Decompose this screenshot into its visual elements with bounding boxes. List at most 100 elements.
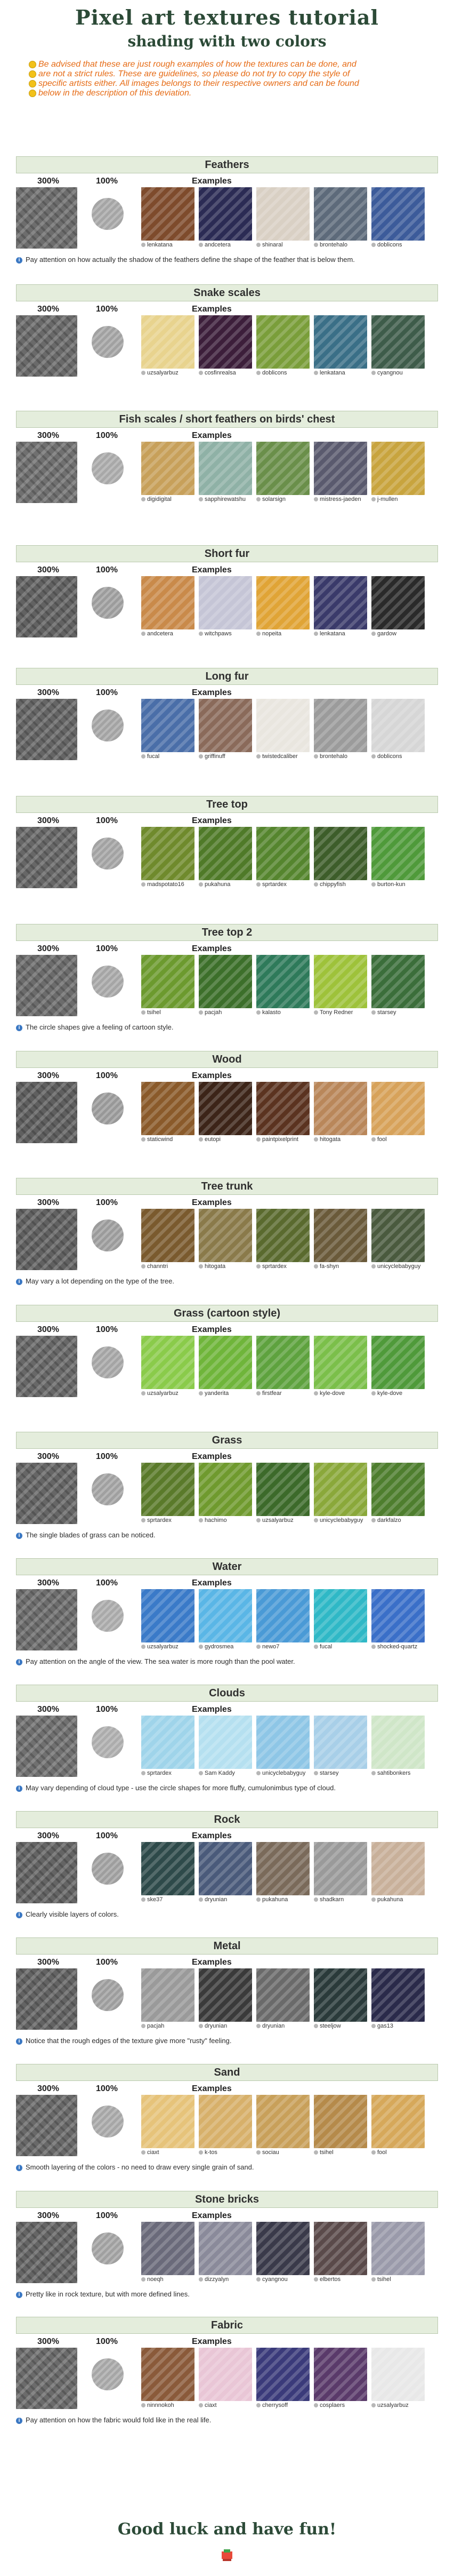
example-image: ciaxt xyxy=(199,2348,252,2409)
texture-100-percent xyxy=(92,966,124,998)
example-image: ciaxt xyxy=(141,2095,194,2156)
example-image: brontehalo xyxy=(314,187,367,249)
example-image: kyle-dove xyxy=(314,1336,367,1397)
example-image: noeqh xyxy=(141,2222,194,2283)
artist-credit: chippyfish xyxy=(314,881,367,888)
example-image: tsihel xyxy=(141,955,194,1016)
artist-credit: tsihel xyxy=(141,1009,194,1016)
artist-credit: doblicons xyxy=(256,370,310,377)
example-swatch xyxy=(371,442,425,495)
example-image: dizzyalyn xyxy=(199,2222,252,2283)
example-image: fucal xyxy=(141,699,194,760)
artist-credit: hitogata xyxy=(314,1136,367,1143)
example-image: pukahuna xyxy=(256,1842,310,1903)
artist-credit: noeqh xyxy=(141,2276,194,2283)
texture-300-percent xyxy=(16,1336,77,1397)
info-icon: i xyxy=(16,1658,22,1665)
label-examples: Examples xyxy=(192,1705,232,1714)
artist-credit: fool xyxy=(371,1136,425,1143)
warning-icon xyxy=(29,80,36,87)
texture-100-percent xyxy=(92,2232,124,2264)
example-image: shinaral xyxy=(256,187,310,249)
section-title: Rock xyxy=(16,1811,438,1828)
texture-300-percent xyxy=(16,1209,77,1270)
section-feathers: Feathers 300% 100% Examples lenkatana andcete… xyxy=(0,156,454,279)
label-examples: Examples xyxy=(192,816,232,825)
label-100-percent: 100% xyxy=(96,305,118,314)
section-title: Short fur xyxy=(16,545,438,562)
texture-300-percent xyxy=(16,827,77,888)
example-swatch xyxy=(314,1336,367,1389)
example-swatch xyxy=(141,1842,194,1895)
texture-100-percent xyxy=(92,452,124,484)
artist-credit: dryunian xyxy=(256,2023,310,2030)
example-swatch xyxy=(199,2222,252,2275)
example-image: Tony Redner xyxy=(314,955,367,1016)
example-image: pukahuna xyxy=(199,827,252,888)
example-image: uzsalyarbuz xyxy=(141,1589,194,1650)
example-image: unicyclebabyguy xyxy=(314,1463,367,1524)
example-image: madspotato16 xyxy=(141,827,194,888)
disclaimer-line: Be advised that these are just rough exa… xyxy=(29,60,443,69)
label-examples: Examples xyxy=(192,2211,232,2220)
artist-credit: tsihel xyxy=(314,2149,367,2156)
example-swatch xyxy=(371,1968,425,2022)
page-title: Pixel art textures tutorial xyxy=(75,5,379,29)
artist-credit: shocked-quartz xyxy=(371,1644,425,1650)
section-note: i Pay attention on how the fabric would f… xyxy=(16,2416,211,2424)
texture-300-percent xyxy=(16,576,77,637)
example-image: ske37 xyxy=(141,1842,194,1903)
example-image: eutopi xyxy=(199,1082,252,1143)
example-image: sprtardex xyxy=(141,1716,194,1777)
artist-credit: burton-kun xyxy=(371,881,425,888)
example-image: Sam Kaddy xyxy=(199,1716,252,1777)
section-note: i Pay attention on the angle of the view.… xyxy=(16,1657,295,1665)
example-swatch xyxy=(314,2348,367,2401)
example-swatch xyxy=(314,1082,367,1135)
label-examples: Examples xyxy=(192,1325,232,1334)
info-icon: i xyxy=(16,1278,22,1285)
info-icon: i xyxy=(16,2038,22,2045)
section-wood: Wood 300% 100% Examples staticwind eutopi pain… xyxy=(0,1051,454,1174)
label-examples: Examples xyxy=(192,944,232,953)
label-300-percent: 300% xyxy=(37,2337,59,2346)
artist-credit: cherrysoff xyxy=(256,2402,310,2409)
example-swatch xyxy=(371,576,425,629)
texture-300-percent xyxy=(16,315,77,377)
example-image: shocked-quartz xyxy=(371,1589,425,1650)
example-swatch xyxy=(141,1082,194,1135)
label-examples: Examples xyxy=(192,1452,232,1461)
example-swatch xyxy=(141,827,194,880)
texture-300-percent xyxy=(16,955,77,1016)
note-text: Pay attention on how actually the shadow… xyxy=(26,256,355,264)
example-swatch xyxy=(256,2222,310,2275)
example-image: witchpaws xyxy=(199,576,252,637)
note-text: The circle shapes give a feeling of cart… xyxy=(26,1023,174,1031)
example-swatch xyxy=(141,2222,194,2275)
example-image: cyangnou xyxy=(371,315,425,377)
artist-credit: mistress-jaeden xyxy=(314,496,367,503)
example-swatch xyxy=(141,2095,194,2148)
section-note: i Smooth layering of the colors - no need… xyxy=(16,2163,254,2171)
artist-credit: shadkarn xyxy=(314,1896,367,1903)
texture-100-percent xyxy=(92,2106,124,2138)
artist-credit: twistedcaliber xyxy=(256,753,310,760)
artist-credit: Tony Redner xyxy=(314,1009,367,1016)
texture-100-percent xyxy=(92,2358,124,2390)
example-image: uzsalyarbuz xyxy=(256,1463,310,1524)
label-examples: Examples xyxy=(192,1831,232,1840)
example-swatch xyxy=(314,1463,367,1516)
example-swatch xyxy=(199,1336,252,1389)
example-image: unicyclebabyguy xyxy=(256,1716,310,1777)
texture-100-percent xyxy=(92,1219,124,1251)
artist-credit: gas13 xyxy=(371,2023,425,2030)
mascot-icon xyxy=(222,2549,232,2561)
label-300-percent: 300% xyxy=(37,816,59,825)
example-swatch xyxy=(256,699,310,752)
section-title: Long fur xyxy=(16,668,438,685)
example-swatch xyxy=(371,827,425,880)
example-image: steeljow xyxy=(314,1968,367,2030)
example-image: uzsalyarbuz xyxy=(141,315,194,377)
example-image: starsey xyxy=(371,955,425,1016)
texture-300-percent xyxy=(16,2095,77,2156)
